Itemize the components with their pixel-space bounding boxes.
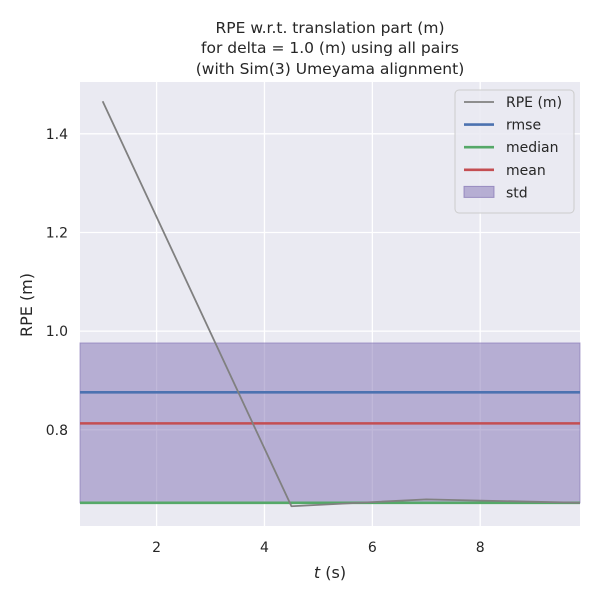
y-tick-label: 1.0: [46, 324, 68, 340]
series-layer: [101, 100, 581, 508]
x-tick-label: 6: [368, 540, 377, 556]
y-tick-label: 1.4: [46, 127, 68, 143]
legend-label: rmse: [506, 118, 541, 134]
legend-label: RPE (m): [506, 95, 562, 111]
legend-frame: [454, 89, 575, 214]
legend: RPE (m) rmse median mean std: [454, 89, 575, 214]
y-tick-label: 0.8: [46, 423, 68, 439]
stat-lines-layer: [80, 391, 580, 505]
legend-swatch-patch: [463, 185, 495, 198]
x-tick-label: 8: [476, 540, 485, 556]
y-tick-label: 1.2: [46, 225, 68, 241]
y-axis-label: RPE (m): [17, 273, 36, 337]
chart-title-line-3: (with Sim(3) Umeyama alignment): [196, 60, 465, 78]
x-axis-label: t (s): [314, 563, 346, 582]
legend-label: median: [506, 140, 558, 156]
legend-label: std: [506, 185, 528, 201]
tick-labels: 2 4 6 8 0.8 1.0 1.2 1.4: [46, 127, 485, 556]
legend-label: mean: [506, 163, 546, 179]
rpe-series-line: [101, 100, 581, 508]
x-tick-label: 4: [260, 540, 269, 556]
x-tick-label: 2: [152, 540, 161, 556]
chart-title-line-2: for delta = 1.0 (m) using all pairs: [201, 39, 459, 57]
chart-title-line-1: RPE w.r.t. translation part (m): [215, 19, 444, 37]
